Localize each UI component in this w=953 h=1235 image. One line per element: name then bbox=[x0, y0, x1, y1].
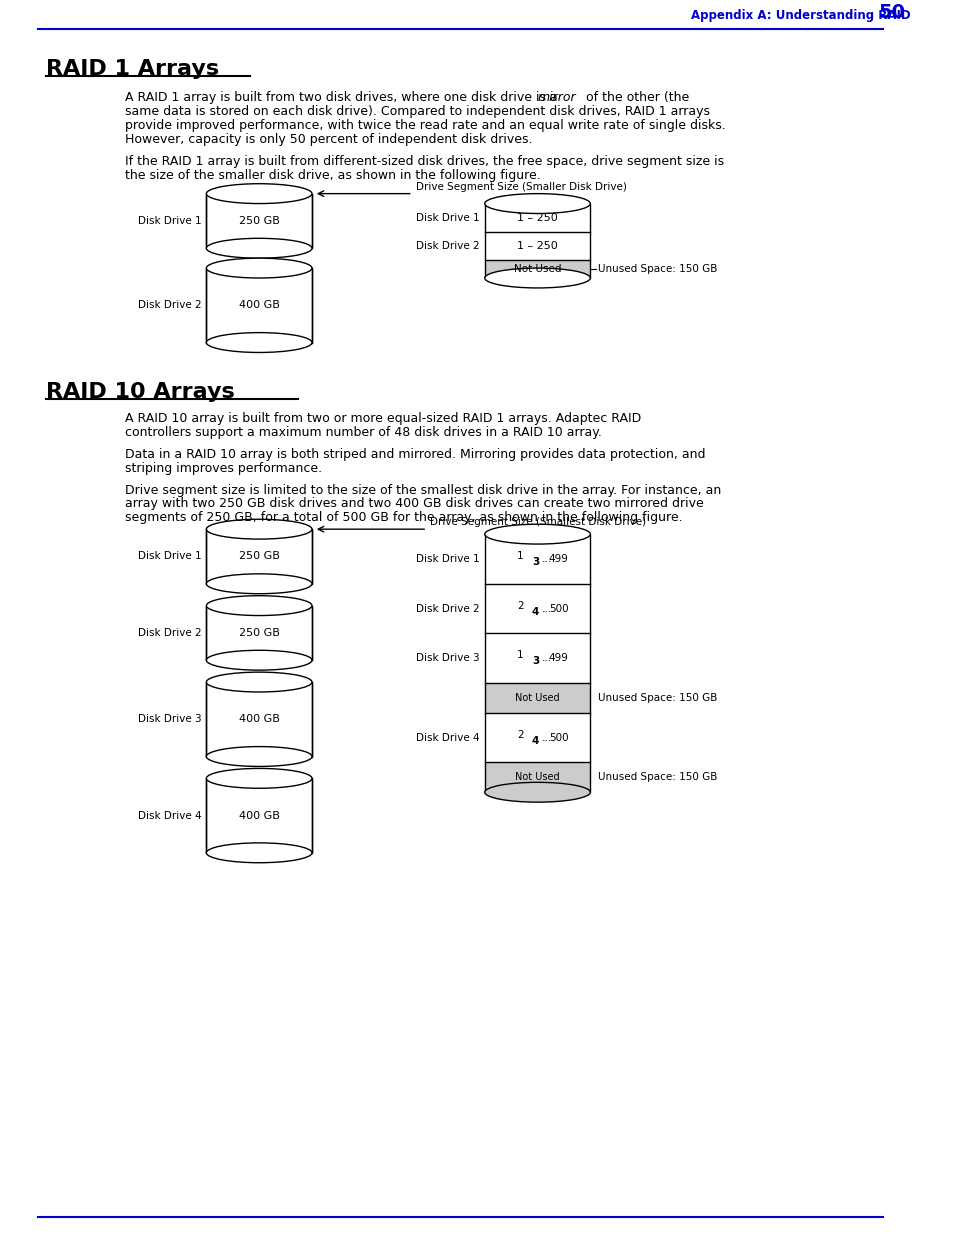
Ellipse shape bbox=[206, 595, 312, 615]
Text: Disk Drive 2: Disk Drive 2 bbox=[138, 300, 201, 310]
Bar bbox=[484, 535, 590, 584]
Text: Not Used: Not Used bbox=[514, 264, 560, 274]
Text: Unused Space: 150 GB: Unused Space: 150 GB bbox=[598, 264, 717, 274]
Text: 3: 3 bbox=[532, 656, 538, 666]
Text: 499: 499 bbox=[548, 653, 568, 663]
Text: 1 – 250: 1 – 250 bbox=[517, 241, 558, 251]
Text: Data in a RAID 10 array is both striped and mirrored. Mirroring provides data pr: Data in a RAID 10 array is both striped … bbox=[125, 448, 704, 461]
Text: 400 GB: 400 GB bbox=[238, 300, 279, 310]
Ellipse shape bbox=[484, 782, 590, 803]
FancyBboxPatch shape bbox=[206, 605, 312, 661]
Text: Disk Drive 2: Disk Drive 2 bbox=[416, 241, 479, 251]
Ellipse shape bbox=[206, 258, 312, 278]
Text: Disk Drive 4: Disk Drive 4 bbox=[416, 732, 479, 742]
Text: 1: 1 bbox=[517, 551, 523, 561]
Text: Disk Drive 1: Disk Drive 1 bbox=[416, 212, 479, 222]
Text: Disk Drive 2: Disk Drive 2 bbox=[138, 627, 201, 638]
Ellipse shape bbox=[206, 747, 312, 767]
Text: Disk Drive 1: Disk Drive 1 bbox=[138, 216, 201, 226]
FancyBboxPatch shape bbox=[206, 778, 312, 853]
Text: 2: 2 bbox=[517, 730, 523, 740]
Bar bbox=[484, 634, 590, 683]
Text: Not Used: Not Used bbox=[515, 772, 559, 782]
Bar bbox=[484, 204, 590, 278]
Text: ...: ... bbox=[541, 653, 552, 663]
Text: ...: ... bbox=[541, 604, 552, 614]
Text: 250 GB: 250 GB bbox=[238, 627, 279, 638]
Bar bbox=[484, 584, 590, 634]
Text: A RAID 1 array is built from two disk drives, where one disk drive is a: A RAID 1 array is built from two disk dr… bbox=[125, 91, 561, 105]
Text: 2: 2 bbox=[517, 600, 523, 610]
Text: If the RAID 1 array is built from different-sized disk drives, the free space, d: If the RAID 1 array is built from differ… bbox=[125, 154, 723, 168]
Text: Disk Drive 1: Disk Drive 1 bbox=[138, 552, 201, 562]
Ellipse shape bbox=[206, 768, 312, 788]
Text: 50: 50 bbox=[878, 2, 904, 22]
Text: Drive Segment Size (Smaller Disk Drive): Drive Segment Size (Smaller Disk Drive) bbox=[416, 182, 626, 191]
Text: 500: 500 bbox=[548, 732, 568, 742]
Text: Unused Space: 150 GB: Unused Space: 150 GB bbox=[598, 772, 717, 782]
Text: the size of the smaller disk drive, as shown in the following figure.: the size of the smaller disk drive, as s… bbox=[125, 169, 540, 182]
Text: 1: 1 bbox=[517, 651, 523, 661]
Ellipse shape bbox=[206, 842, 312, 863]
Text: A RAID 10 array is built from two or more equal-sized RAID 1 arrays. Adaptec RAI: A RAID 10 array is built from two or mor… bbox=[125, 412, 640, 425]
Ellipse shape bbox=[206, 332, 312, 352]
Text: 500: 500 bbox=[548, 604, 568, 614]
Text: ...: ... bbox=[541, 732, 552, 742]
Text: of the other (the: of the other (the bbox=[581, 91, 688, 105]
Bar bbox=[484, 204, 590, 278]
Text: segments of 250 GB, for a total of 500 GB for the array, as shown in the followi: segments of 250 GB, for a total of 500 G… bbox=[125, 511, 681, 525]
FancyBboxPatch shape bbox=[206, 682, 312, 757]
FancyBboxPatch shape bbox=[206, 194, 312, 248]
FancyBboxPatch shape bbox=[206, 529, 312, 584]
Bar bbox=[484, 204, 590, 232]
Ellipse shape bbox=[206, 574, 312, 594]
Ellipse shape bbox=[206, 519, 312, 540]
Text: Not Used: Not Used bbox=[515, 693, 559, 703]
Text: Drive segment size is limited to the size of the smallest disk drive in the arra: Drive segment size is limited to the siz… bbox=[125, 484, 720, 496]
Text: However, capacity is only 50 percent of independent disk drives.: However, capacity is only 50 percent of … bbox=[125, 133, 532, 146]
Text: 4: 4 bbox=[532, 606, 538, 616]
Text: 1 – 250: 1 – 250 bbox=[517, 212, 558, 222]
Bar bbox=[484, 535, 590, 792]
Bar bbox=[484, 535, 590, 792]
Ellipse shape bbox=[484, 268, 590, 288]
Bar bbox=[484, 713, 590, 762]
Bar bbox=[484, 232, 590, 261]
Text: 499: 499 bbox=[548, 555, 568, 564]
Text: Unused Space: 150 GB: Unused Space: 150 GB bbox=[598, 693, 717, 703]
Text: array with two 250 GB disk drives and two 400 GB disk drives can create two mirr: array with two 250 GB disk drives and tw… bbox=[125, 498, 702, 510]
Text: same data is stored on each disk drive). Compared to independent disk drives, RA: same data is stored on each disk drive).… bbox=[125, 105, 709, 119]
Text: Disk Drive 2: Disk Drive 2 bbox=[416, 604, 479, 614]
Text: striping improves performance.: striping improves performance. bbox=[125, 462, 321, 474]
Text: Appendix A: Understanding RAID: Appendix A: Understanding RAID bbox=[690, 9, 910, 22]
Bar bbox=[484, 683, 590, 713]
Text: provide improved performance, with twice the read rate and an equal write rate o: provide improved performance, with twice… bbox=[125, 120, 725, 132]
Ellipse shape bbox=[206, 672, 312, 692]
Text: Disk Drive 1: Disk Drive 1 bbox=[416, 555, 479, 564]
Bar bbox=[484, 762, 590, 792]
Text: controllers support a maximum number of 48 disk drives in a RAID 10 array.: controllers support a maximum number of … bbox=[125, 426, 601, 438]
Text: Disk Drive 3: Disk Drive 3 bbox=[138, 714, 201, 724]
Text: 400 GB: 400 GB bbox=[238, 810, 279, 820]
Text: RAID 10 Arrays: RAID 10 Arrays bbox=[46, 383, 234, 403]
Text: Disk Drive 4: Disk Drive 4 bbox=[138, 810, 201, 820]
Ellipse shape bbox=[484, 524, 590, 545]
Ellipse shape bbox=[206, 238, 312, 258]
Ellipse shape bbox=[206, 184, 312, 204]
Ellipse shape bbox=[206, 651, 312, 671]
Text: 250 GB: 250 GB bbox=[238, 552, 279, 562]
Text: 4: 4 bbox=[532, 736, 538, 746]
Text: ...: ... bbox=[541, 555, 552, 564]
Bar bbox=[484, 261, 590, 278]
Text: 250 GB: 250 GB bbox=[238, 216, 279, 226]
Text: mirror: mirror bbox=[537, 91, 576, 105]
Text: Disk Drive 3: Disk Drive 3 bbox=[416, 653, 479, 663]
Ellipse shape bbox=[484, 194, 590, 214]
Text: Drive Segment Size (Smallest Disk Drive): Drive Segment Size (Smallest Disk Drive) bbox=[430, 517, 645, 527]
Text: 400 GB: 400 GB bbox=[238, 714, 279, 724]
Text: 3: 3 bbox=[532, 557, 538, 567]
FancyBboxPatch shape bbox=[206, 268, 312, 342]
Text: RAID 1 Arrays: RAID 1 Arrays bbox=[46, 58, 219, 79]
